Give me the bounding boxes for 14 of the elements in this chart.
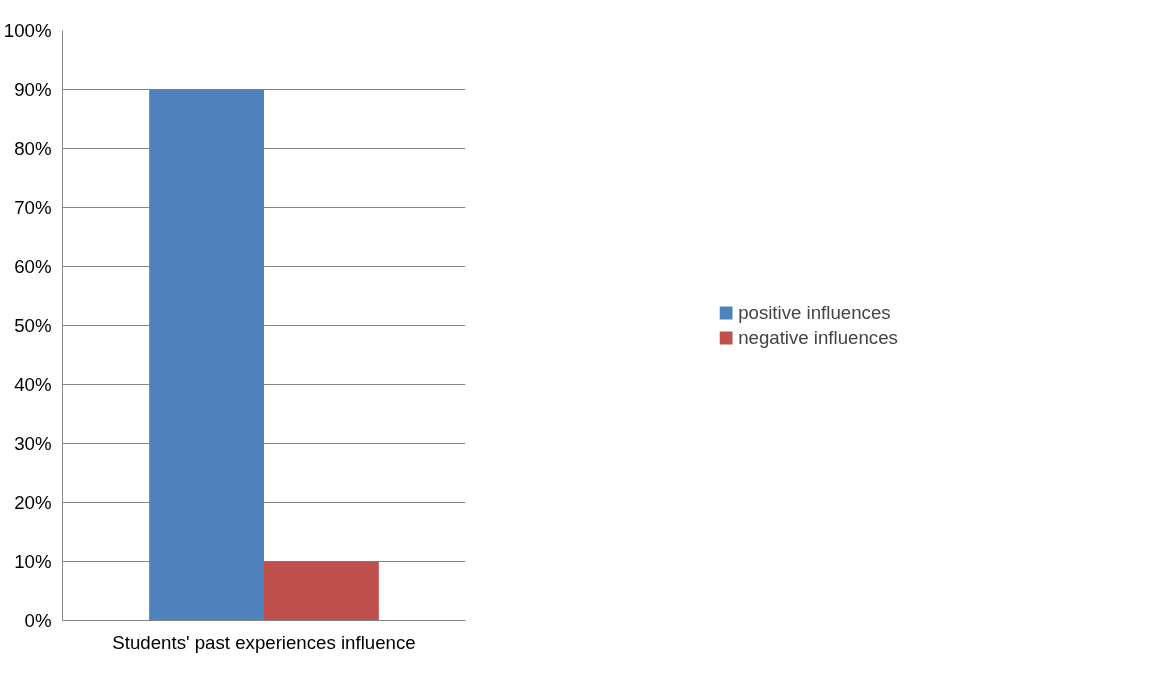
x-tick-label: Students' past experiences influence — [112, 631, 416, 653]
y-tick-label: 30% — [14, 433, 52, 454]
legend-label: positive influences — [738, 301, 891, 324]
y-tick-label: 0% — [24, 610, 52, 631]
y-tick-label: 100% — [3, 20, 52, 41]
y-tick-label: 10% — [14, 551, 52, 572]
y-tick-label: 70% — [14, 197, 52, 218]
legend-label: negative influences — [738, 326, 898, 349]
y-tick-label: 50% — [14, 315, 52, 336]
y-tick-label: 60% — [14, 256, 52, 277]
y-tick-label: 40% — [14, 374, 52, 395]
y-tick-label: 20% — [14, 492, 52, 513]
y-tick-label: 80% — [14, 138, 52, 159]
y-tick-label: 90% — [14, 79, 52, 100]
